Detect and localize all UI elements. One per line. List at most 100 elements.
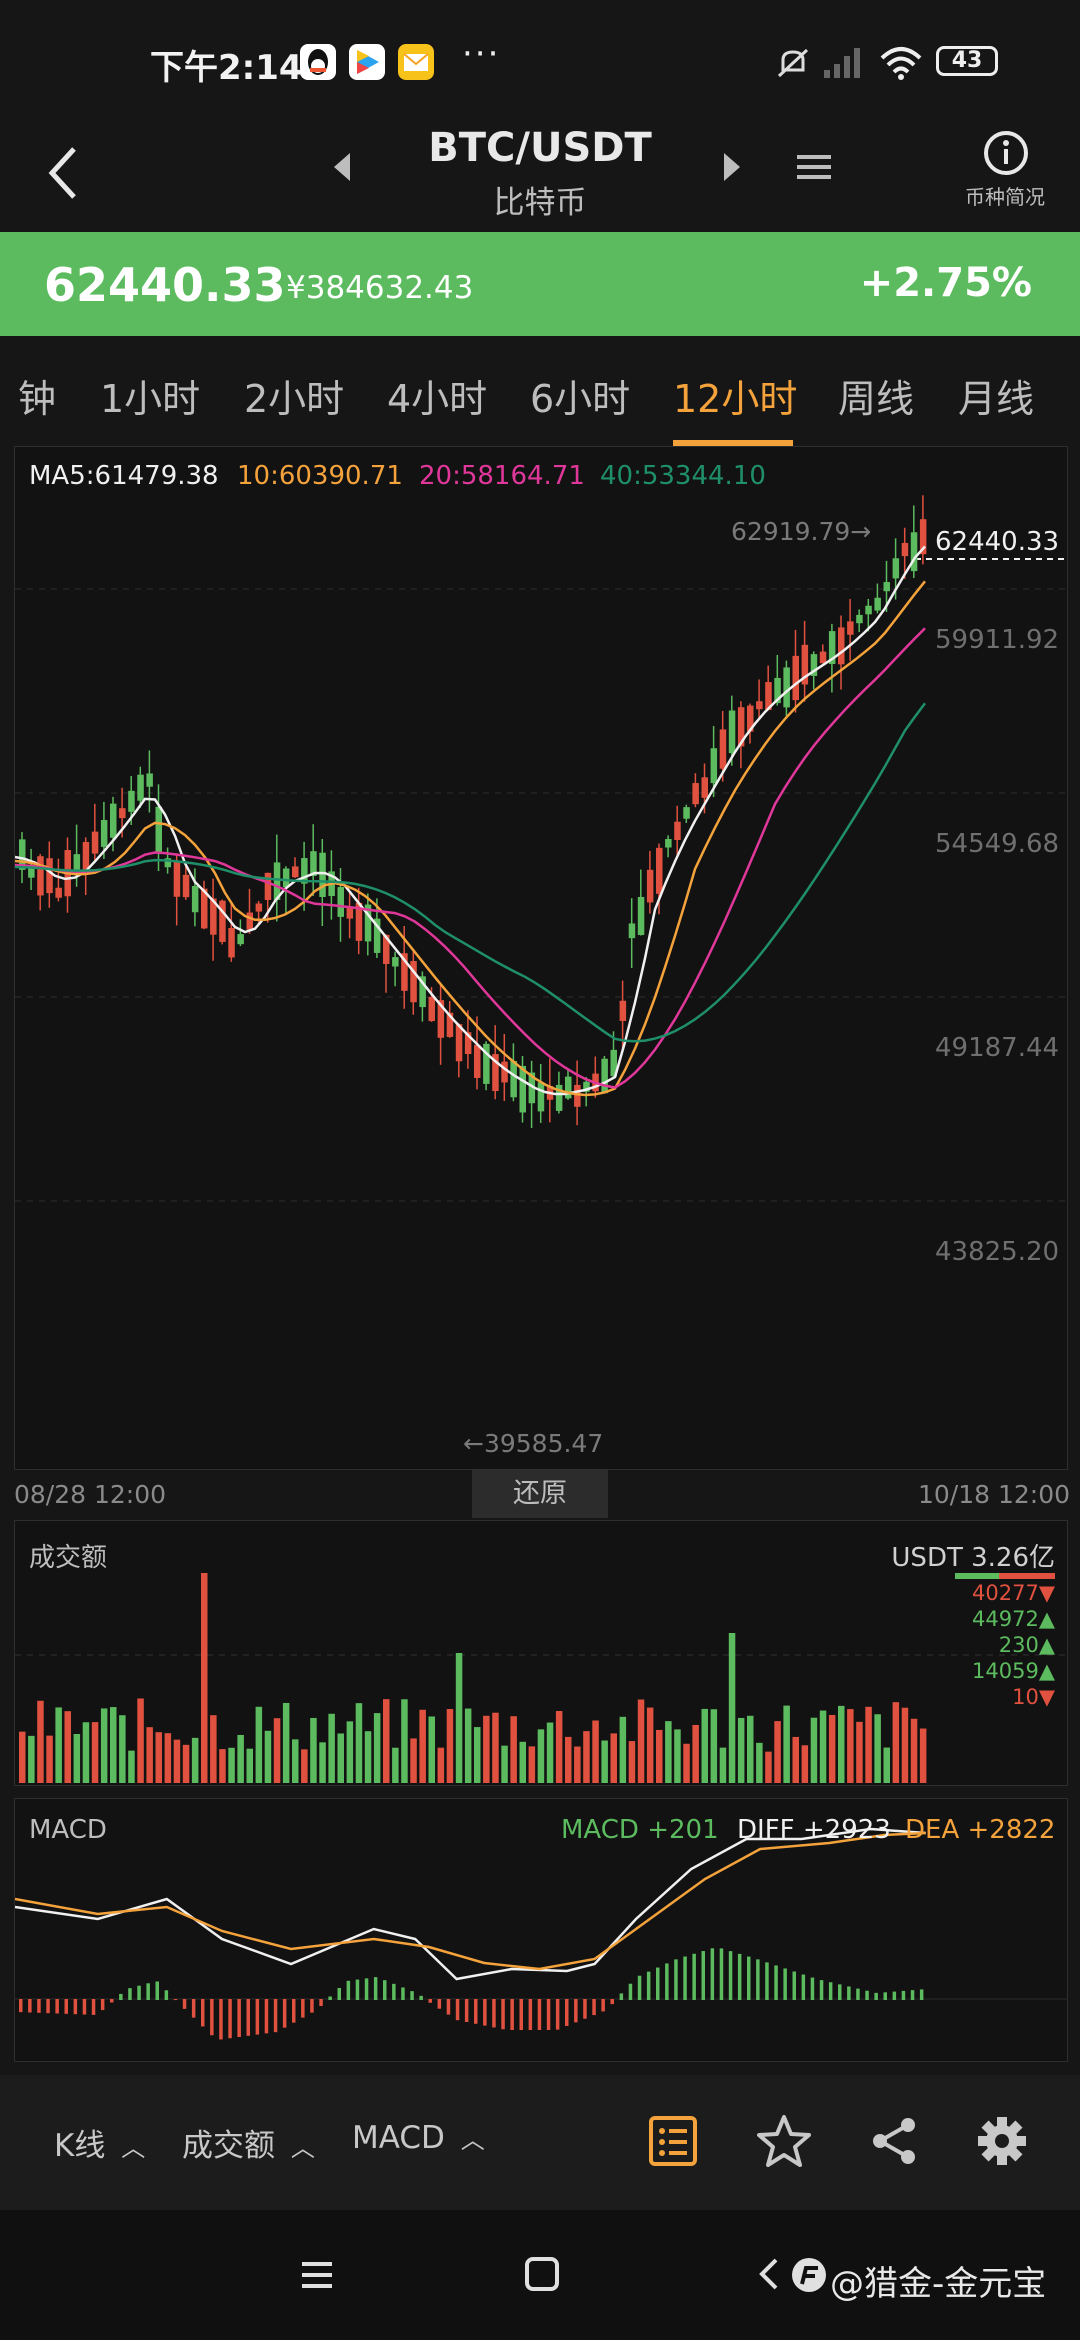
prev-pair-button[interactable] (330, 147, 354, 191)
cny-price: ¥384632.43 (286, 270, 474, 306)
candle (783, 667, 790, 708)
volume-bar (883, 1747, 890, 1783)
macd-bar (546, 1999, 551, 2030)
candle (91, 831, 99, 854)
pair-title: BTC/USDT (428, 125, 652, 171)
low-label: ←39585.47 (463, 1429, 604, 1458)
dea-value: DEA +2822 (905, 1815, 1056, 1845)
macd-bar (146, 1983, 150, 2000)
settings-icon[interactable] (976, 2115, 1028, 2171)
macd-bar (792, 1971, 796, 2000)
kline-panel[interactable]: MA5:61479.38 10:60390.71 20:58164.71 40:… (14, 446, 1068, 1470)
kline-selector[interactable]: K线 ︿ (54, 2120, 145, 2165)
tab-monthly[interactable]: 月线 (958, 377, 1035, 421)
volume-bar (637, 1699, 645, 1783)
back-button[interactable] (38, 135, 88, 205)
ma10-line (15, 580, 926, 1097)
candle (810, 654, 818, 676)
volume-bar (519, 1741, 526, 1783)
macd-bar (874, 1992, 878, 2000)
bottom-toolbar: K线 ︿ 成交额 ︿ MACD ︿ (0, 2075, 1080, 2210)
candle (146, 773, 153, 787)
macd-bar (228, 1999, 232, 2039)
macd-bar (28, 1999, 32, 2013)
macd-bar (683, 1956, 687, 2000)
candle (747, 705, 754, 732)
macd-bar (273, 1999, 278, 2033)
tab-4h[interactable]: 4小时 (387, 377, 488, 421)
tab-12h[interactable]: 12小时 (673, 377, 798, 421)
macd-selector[interactable]: MACD ︿ (352, 2120, 485, 2156)
candle (100, 820, 108, 847)
next-pair-button[interactable] (720, 147, 744, 191)
volume-bar (510, 1716, 517, 1783)
home-button[interactable] (524, 2256, 560, 2296)
volume-bar (46, 1735, 53, 1783)
macd-panel[interactable]: MACD MACD +201 DIFF +2923 DEA +2822 (14, 1798, 1068, 2062)
candle (255, 903, 263, 912)
ma20-label: 20:58164.71 (419, 461, 585, 491)
candle (119, 808, 126, 819)
candle (155, 806, 162, 852)
volume-bar (656, 1729, 663, 1783)
candle (838, 627, 845, 665)
volume-bar (164, 1733, 172, 1783)
volume-bar (410, 1738, 417, 1783)
candle (801, 644, 809, 685)
volume-bar (574, 1746, 581, 1783)
list-icon[interactable] (648, 2115, 698, 2171)
star-icon[interactable] (756, 2113, 812, 2173)
candle (637, 896, 645, 936)
candle (446, 1012, 454, 1037)
volume-panel[interactable]: 成交额 USDT 3.26亿 40277▼ 44972▲ 230▲ 14059▲… (14, 1520, 1068, 1786)
macd-title: MACD (29, 1815, 107, 1845)
tab-weekly[interactable]: 周线 (838, 377, 915, 421)
candle (792, 655, 799, 701)
ma5-line (15, 545, 926, 1096)
macd-bar (592, 1999, 596, 2016)
watermark-text: @猎金-金元宝 (830, 2264, 1047, 2304)
macd-bar (501, 1999, 505, 2030)
volume-selector[interactable]: 成交额 ︿ (182, 2120, 315, 2165)
macd-bar (510, 1999, 514, 2030)
candle (610, 1049, 617, 1077)
volume-bar (201, 1573, 208, 1783)
share-icon[interactable] (868, 2115, 920, 2171)
tab-2h[interactable]: 2小时 (244, 377, 345, 421)
tab-minute[interactable]: 钟 (18, 377, 57, 421)
diff-line (15, 1827, 926, 1981)
pair-name: 比特币 (493, 185, 587, 221)
ma5-label: MA5:61479.38 (29, 461, 219, 491)
macd-bar (428, 1999, 432, 2003)
reset-button[interactable]: 还原 (472, 1470, 608, 1518)
x-end-label: 10/18 12:00 (918, 1480, 1071, 1509)
macd-bar (310, 1999, 314, 2013)
candle (455, 1024, 463, 1062)
volume-bar (383, 1699, 390, 1783)
macd-bar (164, 1990, 169, 2000)
volume-bar (219, 1749, 226, 1783)
macd-bar (55, 1999, 59, 2014)
current-price-label: 62440.33 (935, 527, 1060, 557)
menu-icon[interactable] (795, 149, 835, 189)
macd-bar (528, 1999, 533, 2030)
x-start-label: 08/28 12:00 (14, 1480, 167, 1509)
candle (856, 614, 863, 624)
macd-bar (828, 1982, 833, 2000)
macd-bar (747, 1956, 751, 2000)
volume-bar (73, 1734, 81, 1783)
volume-bar (756, 1742, 763, 1783)
ma40-line (15, 702, 926, 1043)
back-nav-button[interactable] (756, 2256, 780, 2296)
volume-bar (701, 1708, 708, 1783)
tab-6h[interactable]: 6小时 (530, 377, 631, 421)
candle (519, 1065, 526, 1113)
recent-apps-button[interactable] (300, 2258, 336, 2296)
volume-bar (901, 1707, 909, 1783)
info-button[interactable]: 币种简况 (960, 129, 1050, 219)
tab-1h[interactable]: 1小时 (100, 377, 201, 421)
macd-bar (765, 1962, 769, 2000)
candle (555, 1084, 563, 1111)
candle (282, 868, 290, 888)
candle (310, 851, 317, 877)
